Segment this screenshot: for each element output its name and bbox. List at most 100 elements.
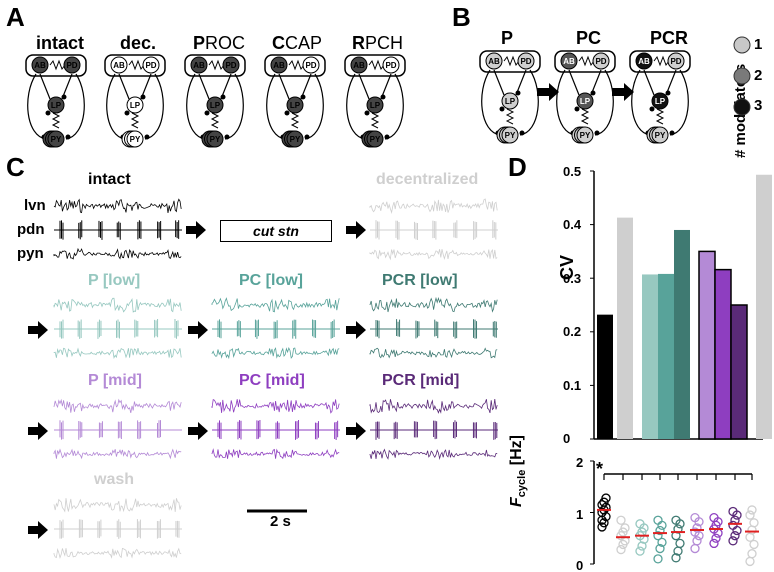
a-ccap-syn-dot: [284, 110, 290, 116]
trace-title-p-low: P [low]: [88, 272, 141, 289]
a-rpch-syn-dot: [364, 110, 370, 116]
b-pcr-neuron-ab: [635, 52, 653, 70]
b-arrow-2: [612, 83, 634, 101]
trace-intact-lvn: [53, 198, 182, 214]
trace-pcr_mid-pyn: [369, 448, 498, 460]
b-pcr-syn-pd-py: [669, 69, 689, 136]
a-intact-gap-lp-py: [51, 112, 61, 129]
b-pc-neuron-py: [576, 126, 594, 144]
cv-bar-6: [714, 268, 732, 440]
f-point-8-7: [747, 505, 757, 515]
trace-decentralized-lvn: [369, 198, 498, 214]
a-intact-neuron-py: [47, 130, 65, 148]
a-rpch-syn-dot: [380, 94, 386, 100]
f-point-3-2: [657, 537, 667, 548]
b-p-pacemaker-box: [479, 50, 541, 73]
f-point-6-1: [711, 533, 721, 543]
a-intact-neuron-lp: [47, 96, 65, 114]
trace-pc_low-pdn-spikes: [217, 319, 335, 339]
f-tick-0: 0: [576, 558, 584, 572]
f-tick-2: 2: [576, 455, 584, 470]
f-point-3-0: [653, 554, 663, 564]
cv-tick-2: 0.2: [563, 324, 582, 339]
a-intact-neuron-label-py: PY: [51, 135, 62, 144]
b-cond-pc: PC: [576, 28, 602, 48]
f-point-3-6: [653, 515, 663, 525]
trace-p_low-lvn: [53, 297, 182, 313]
b-pc-gap-junction: [578, 55, 595, 67]
b-cond-pcr: PCR: [650, 28, 689, 48]
f-point-5-4: [692, 523, 702, 533]
a-ccap-neuron-pd: [302, 56, 320, 74]
trace-wash-pyn: [53, 547, 182, 559]
a-proc-neuron-pd: [222, 56, 240, 74]
trace-pcr_mid-lvn: [369, 399, 498, 414]
c-arrow-6: [28, 422, 48, 440]
a-proc-gap-lp-py: [210, 112, 220, 129]
chan-lvn: lvn: [24, 197, 46, 214]
a-intact-syn-ab-lp: [39, 73, 51, 100]
a-proc-neuron-label-pd: PD: [225, 61, 236, 70]
f-point-2-0: [635, 546, 645, 556]
cv-bar-7: [730, 304, 748, 440]
trace-pc_mid-pdn-spikes: [217, 420, 339, 440]
a-dec-syn-dot: [124, 110, 130, 116]
c-arrow-8: [346, 422, 366, 440]
b-pc-syn-pd-py: [594, 69, 614, 136]
a-dec-syn-ab-lp: [118, 73, 130, 100]
cond-rpch: RPCH: [352, 33, 404, 53]
a-rpch-gap-lp-py: [370, 112, 380, 129]
b-p-neuron-label-pd: PD: [520, 57, 531, 66]
f-point-8-2: [749, 539, 759, 550]
a-intact-neuron-label-ab: AB: [34, 61, 46, 70]
f-point-7-3: [728, 520, 738, 531]
b-arrow-1: [537, 83, 559, 101]
a-proc-neuron-py: [206, 130, 224, 148]
cv-bar-1: [617, 217, 633, 439]
b-pc-syn-dot: [574, 106, 580, 112]
a-rpch-gap-junction: [368, 59, 385, 71]
a-rpch-neuron-lp: [366, 96, 384, 114]
b-p-syn-dot: [499, 106, 505, 112]
a-dec-syn-dot: [140, 94, 146, 100]
f-point-5-1: [692, 536, 702, 546]
f-tick-1: 1: [576, 507, 584, 522]
a-rpch-neuron-label-lp: LP: [370, 101, 381, 110]
trace-title-pcr-low: PCR [low]: [382, 272, 458, 289]
c-arrow-4: [188, 321, 208, 339]
a-dec-neuron-pd: [142, 56, 160, 74]
cv-tick-4: 0.4: [563, 217, 582, 232]
trace-title-pc-low: PC [low]: [239, 272, 303, 289]
cv-bar-0: [597, 314, 613, 439]
b-pc-syn-ab-py: [556, 69, 576, 136]
b-pc-neuron-label-ab: AB: [563, 57, 575, 66]
b-p-neuron-py: [501, 126, 519, 144]
a-dec-gap-junction: [128, 59, 145, 71]
a-intact-neuron-pd: [63, 56, 81, 74]
f-point-8-6: [745, 510, 755, 520]
f-point-3-3: [653, 531, 663, 541]
b-pc-gap-lp-py: [580, 108, 590, 125]
a-rpch-neuron-pd: [382, 56, 400, 74]
a-proc-neuron-label-lp: LP: [210, 101, 221, 110]
a-dec-neuron-lp: [126, 96, 144, 114]
trace-p_mid-pyn: [53, 448, 182, 460]
panel-label-d: D: [508, 152, 527, 182]
b-pcr-neuron-lp: [651, 92, 669, 110]
a-dec-neuron-label-pd: PD: [145, 61, 156, 70]
panel-label-a: A: [6, 2, 25, 32]
trace-title-decentralized: decentralized: [376, 171, 479, 188]
a-dec-neuron-py: [126, 130, 144, 148]
f-point-5-6: [690, 513, 700, 523]
cv-bar-8: [756, 174, 772, 439]
trace-wash-pdn-spikes: [59, 519, 180, 539]
cv-bar-5: [698, 250, 716, 440]
cond-ccap: CCAP: [272, 33, 323, 53]
c-arrow-2: [346, 221, 366, 239]
a-ccap-syn-dot: [304, 134, 310, 140]
legend-2: 2: [754, 67, 763, 84]
b-pc-pacemaker-box: [554, 50, 616, 73]
trace-pcr_low-lvn: [369, 296, 498, 313]
a-proc-neuron-lp: [206, 96, 224, 114]
